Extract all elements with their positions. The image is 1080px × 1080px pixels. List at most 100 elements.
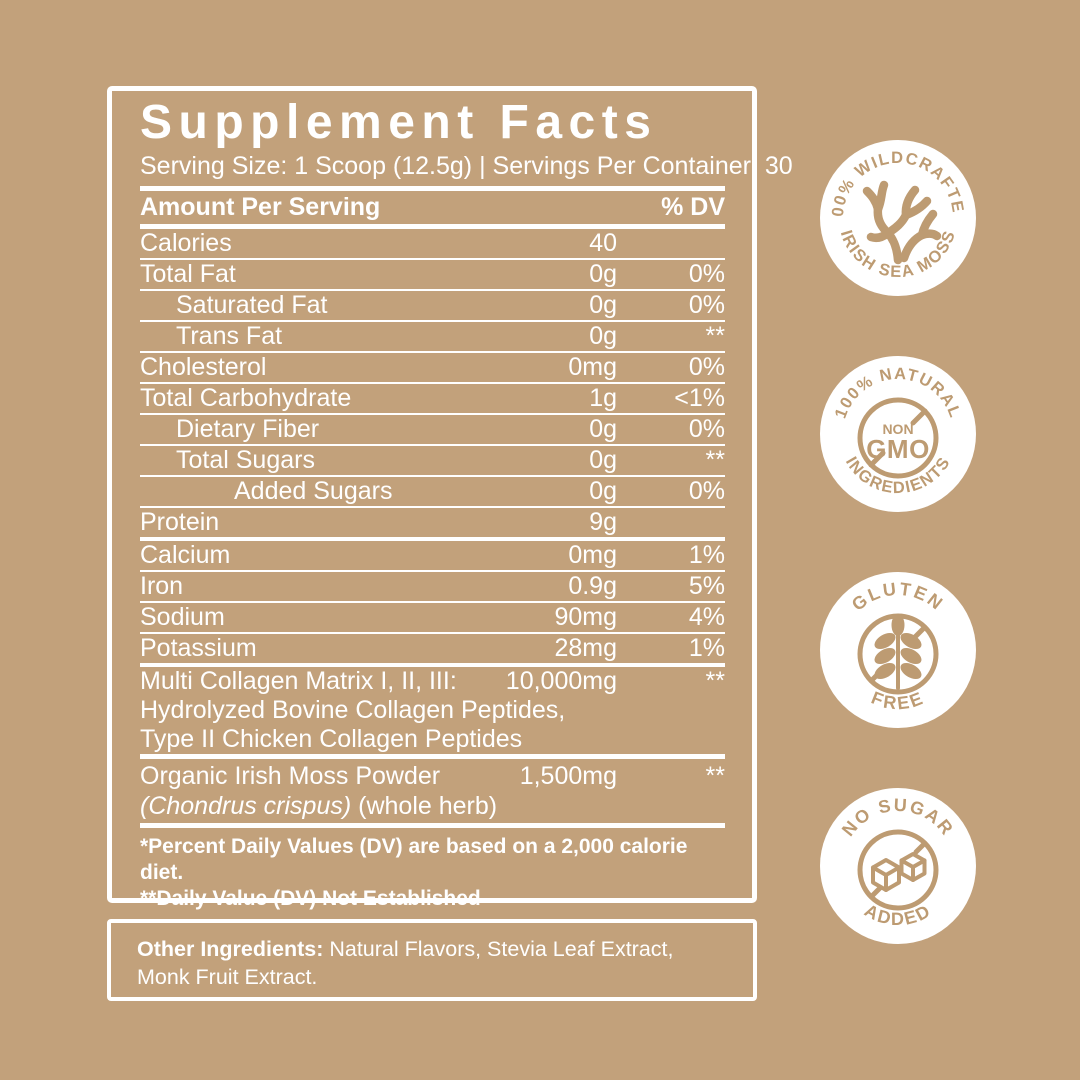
nutrient-dv: 0%	[688, 415, 725, 443]
slash-segment	[910, 408, 928, 426]
nutrient-dv: 5%	[688, 572, 725, 600]
nutrient-dv: 1%	[688, 541, 725, 569]
divider	[140, 537, 725, 541]
nutrient-amount: 0g	[589, 260, 617, 288]
nutrient-name: Cholesterol	[140, 353, 267, 381]
nutrient-amount: 1g	[589, 384, 617, 412]
table-row-calories: Calories 40	[140, 229, 725, 258]
wheat-icon	[857, 613, 939, 695]
divider	[140, 289, 725, 291]
nutrient-dv: 0%	[688, 353, 725, 381]
nutrient-name: Total Fat	[140, 260, 236, 288]
nutrient-amount: 40	[589, 229, 617, 257]
divider	[140, 823, 725, 828]
sugar-cube-left	[871, 858, 901, 892]
nutrient-amount: 1,500mg	[519, 762, 617, 790]
nutrient-amount: 0g	[589, 291, 617, 319]
divider	[140, 320, 725, 322]
nutrient-name: Iron	[140, 572, 184, 600]
sea-moss-icon	[862, 180, 942, 265]
table-row-saturated-fat: Saturated Fat 0g 0%	[140, 291, 725, 320]
table-row-total-carbohydrate: Total Carbohydrate 1g <1%	[140, 384, 725, 413]
divider	[140, 632, 725, 634]
divider	[140, 475, 725, 477]
divider	[140, 258, 725, 260]
collagen-sub-line: Hydrolyzed Bovine Collagen Peptides,	[140, 696, 566, 724]
table-row-irish-moss: Organic Irish Moss Powder (Chondrus cris…	[140, 759, 725, 823]
table-row-total-fat: Total Fat 0g 0%	[140, 260, 725, 289]
divider	[140, 506, 725, 508]
table-row-sodium: Sodium 90mg 4%	[140, 603, 725, 632]
nutrient-dv: 4%	[688, 603, 725, 631]
footnote-percent-dv: *Percent Daily Values (DV) are based on …	[140, 835, 688, 884]
nutrient-dv: 0%	[688, 260, 725, 288]
divider	[140, 444, 725, 446]
table-row-dietary-fiber: Dietary Fiber 0g 0%	[140, 415, 725, 444]
nutrient-name: Total Sugars	[176, 446, 315, 474]
percent-dv-label: % DV	[661, 193, 725, 221]
table-row-protein: Protein 9g	[140, 508, 725, 537]
divider	[140, 754, 725, 759]
divider	[140, 351, 725, 353]
nutrient-amount: 0mg	[568, 353, 617, 381]
other-ingredients-text: Natural Flavors, Stevia Leaf Extract, Mo…	[137, 937, 674, 989]
nutrient-amount: 0mg	[568, 541, 617, 569]
nutrient-name: Dietary Fiber	[176, 415, 320, 443]
nutrient-dv: **	[705, 762, 725, 790]
crossed-circle	[857, 829, 939, 911]
nutrient-dv: 0%	[688, 477, 725, 505]
table-row-calcium: Calcium 0mg 1%	[140, 541, 725, 570]
supplement-facts-panel: Supplement Facts Serving Size: 1 Scoop (…	[107, 86, 793, 910]
footnote-dv-not-established: **Daily Value (DV) Not Established	[140, 887, 481, 910]
badge-non-gmo: 100% NATURAL INGREDIENTS NON GMO	[820, 356, 976, 512]
nutrient-name: Saturated Fat	[176, 291, 328, 319]
footnotes: *Percent Daily Values (DV) are based on …	[140, 834, 725, 912]
table-header: Amount Per Serving % DV	[140, 191, 725, 224]
nutrient-dv: **	[705, 322, 725, 350]
table-row-iron: Iron 0.9g 5%	[140, 572, 725, 601]
other-ingredients-box: Other Ingredients: Natural Flavors, Stev…	[107, 919, 757, 1001]
nutrient-name: Organic Irish Moss Powder (Chondrus cris…	[140, 762, 498, 820]
nutrient-amount: 0.9g	[568, 572, 617, 600]
nutrient-name: Sodium	[140, 603, 225, 631]
nutrient-amount: 10,000mg	[505, 667, 617, 695]
collagen-sub-line: Type II Chicken Collagen Peptides	[140, 725, 523, 753]
nutrient-amount: 9g	[589, 508, 617, 536]
nutrient-name: Multi Collagen Matrix I, II, III:	[140, 667, 457, 695]
non-gmo-icon: NON GMO	[857, 397, 939, 479]
nutrient-name: Potassium	[140, 634, 257, 662]
nutrient-dv: <1%	[674, 384, 725, 412]
nutrient-amount: 0g	[589, 415, 617, 443]
non-gmo-text-line1: NON	[882, 421, 913, 437]
nutrient-amount: 0g	[589, 446, 617, 474]
divider	[140, 382, 725, 384]
nutrient-dv: **	[705, 667, 725, 695]
table-row-total-sugars: Total Sugars 0g **	[140, 446, 725, 475]
badge-circle	[820, 140, 976, 296]
slash-segment	[869, 885, 883, 899]
table-row-added-sugars: Added Sugars 0g 0%	[140, 477, 725, 506]
nutrient-amount: 0g	[589, 477, 617, 505]
nutrient-amount: 28mg	[554, 634, 617, 662]
nutrient-name: Protein	[140, 508, 220, 536]
divider	[140, 224, 725, 229]
nutrient-dv: 1%	[688, 634, 725, 662]
crossed-circle	[857, 397, 939, 479]
wheat-grains	[874, 614, 922, 680]
nutrient-name: Total Carbohydrate	[140, 384, 352, 412]
table-row-potassium: Potassium 28mg 1%	[140, 634, 725, 663]
divider	[140, 186, 725, 191]
badge-no-sugar-added: NO SUGAR ADDED	[820, 788, 976, 944]
sugar-cube-right	[899, 852, 927, 882]
badge-gluten-free: GLUTEN FREE	[820, 572, 976, 728]
serving-info: Serving Size: 1 Scoop (12.5g) | Servings…	[140, 152, 793, 180]
badge-wildcrafted-irish-sea-moss: 100% WILDCRAFTED IRISH SEA MOSS	[820, 140, 976, 296]
nutrient-dv: 0%	[688, 291, 725, 319]
table-row-cholesterol: Cholesterol 0mg 0%	[140, 353, 725, 382]
table-row-collagen-matrix: Multi Collagen Matrix I, II, III: 10,000…	[140, 667, 725, 754]
divider	[140, 570, 725, 572]
nutrient-name: Calories	[140, 229, 232, 257]
nutrient-amount: 0g	[589, 322, 617, 350]
nutrient-name: Calcium	[140, 541, 231, 569]
